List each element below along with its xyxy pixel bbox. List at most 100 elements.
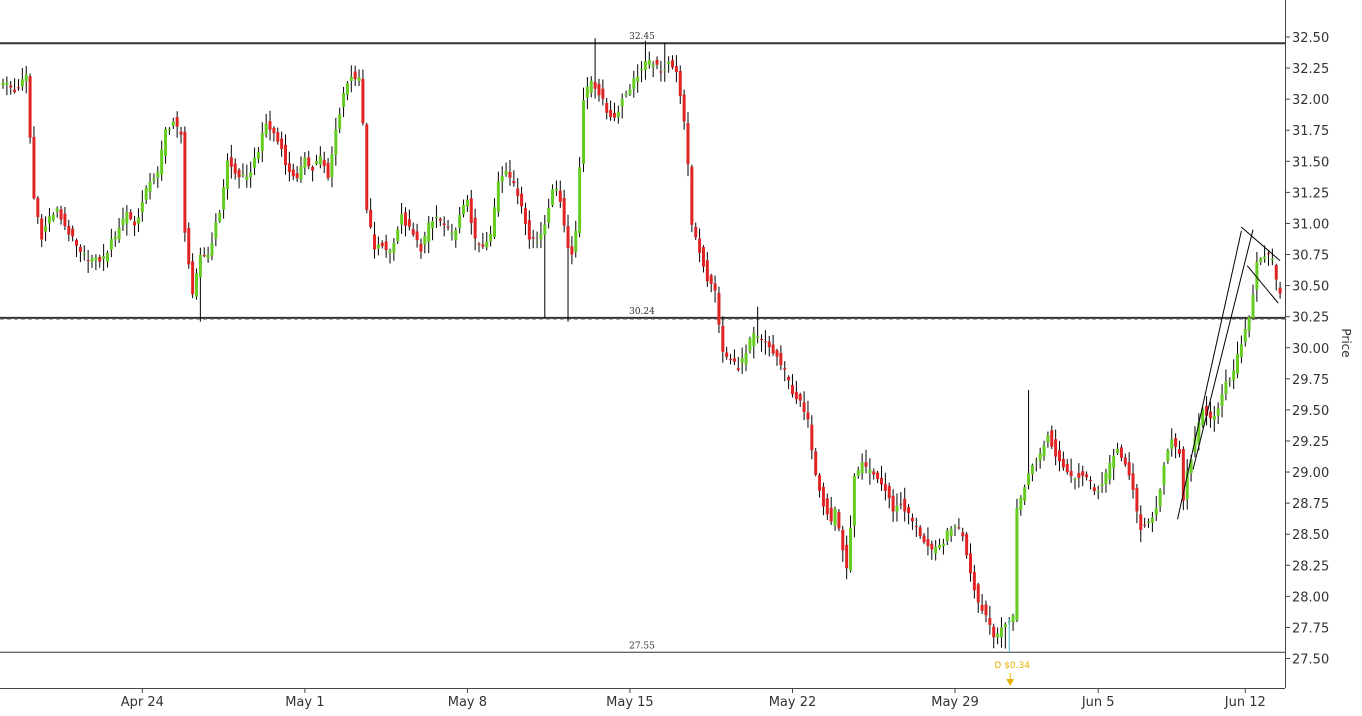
candle[interactable] [357, 69, 361, 87]
candle[interactable] [311, 165, 315, 182]
candle[interactable] [965, 531, 969, 559]
candle[interactable] [75, 238, 79, 257]
candle[interactable] [1208, 401, 1212, 428]
candle[interactable] [245, 164, 249, 188]
candle[interactable] [78, 244, 82, 263]
candle[interactable] [543, 214, 547, 318]
candle[interactable] [1158, 488, 1162, 512]
candle[interactable] [148, 173, 152, 200]
candle[interactable] [268, 110, 272, 141]
candle[interactable] [837, 509, 841, 532]
candle[interactable] [779, 345, 783, 371]
candle[interactable] [423, 231, 427, 254]
candle[interactable] [671, 55, 675, 70]
candle[interactable] [20, 67, 24, 91]
candle[interactable] [98, 254, 102, 268]
candle[interactable] [55, 206, 59, 218]
candle[interactable] [369, 198, 373, 229]
candle[interactable] [237, 168, 241, 189]
candle[interactable] [407, 209, 411, 231]
candle[interactable] [1232, 359, 1236, 390]
candle[interactable] [1220, 384, 1224, 418]
candle[interactable] [1143, 517, 1147, 528]
candle[interactable] [783, 361, 787, 382]
candle[interactable] [86, 249, 90, 273]
candle[interactable] [1139, 505, 1143, 543]
candle[interactable] [380, 240, 384, 249]
candle[interactable] [63, 206, 67, 231]
candle[interactable] [620, 93, 624, 119]
candle[interactable] [930, 540, 934, 560]
candle[interactable] [272, 126, 276, 142]
candle[interactable] [214, 213, 218, 247]
candle[interactable] [988, 605, 992, 635]
candle[interactable] [1108, 454, 1112, 485]
candle[interactable] [222, 179, 226, 219]
candle[interactable] [1263, 245, 1267, 263]
candle[interactable] [1096, 485, 1100, 500]
candle[interactable] [1228, 377, 1232, 387]
candle[interactable] [1131, 463, 1135, 499]
candle[interactable] [1, 78, 5, 89]
candle[interactable] [899, 492, 903, 510]
candle[interactable] [400, 202, 404, 234]
candle[interactable] [570, 236, 574, 265]
candle[interactable] [907, 504, 911, 525]
candle[interactable] [1274, 263, 1278, 291]
candle[interactable] [547, 198, 551, 229]
candle[interactable] [957, 518, 961, 530]
trendline[interactable] [1246, 265, 1279, 304]
candle[interactable] [330, 146, 334, 188]
candle[interactable] [992, 623, 996, 649]
candle[interactable] [140, 190, 144, 222]
candle[interactable] [16, 79, 20, 91]
candle[interactable] [438, 217, 442, 227]
candle[interactable] [349, 65, 353, 93]
candle[interactable] [1162, 461, 1166, 495]
candle[interactable] [249, 161, 253, 188]
candle[interactable] [1127, 452, 1131, 480]
candle[interactable] [1046, 431, 1050, 448]
candle[interactable] [427, 216, 431, 254]
candle[interactable] [133, 215, 137, 237]
candle[interactable] [597, 78, 601, 102]
candle[interactable] [473, 208, 477, 251]
candle[interactable] [1104, 468, 1108, 493]
candle[interactable] [446, 219, 450, 231]
candle[interactable] [318, 146, 322, 169]
candle[interactable] [717, 286, 721, 334]
candle[interactable] [218, 210, 222, 223]
candle[interactable] [431, 216, 435, 241]
candle[interactable] [384, 234, 388, 258]
candle[interactable] [736, 356, 740, 372]
candle[interactable] [1030, 463, 1034, 482]
candle[interactable] [616, 105, 620, 124]
candle[interactable] [856, 466, 860, 479]
candle[interactable] [90, 254, 94, 268]
candle[interactable] [1270, 248, 1274, 266]
candle[interactable] [1027, 390, 1031, 490]
candle[interactable] [667, 56, 671, 73]
candle[interactable] [934, 539, 938, 561]
candle[interactable] [202, 247, 206, 258]
candle[interactable] [535, 231, 539, 249]
candle[interactable] [527, 210, 531, 249]
candle[interactable] [9, 81, 13, 95]
candle[interactable] [814, 448, 818, 477]
candle[interactable] [1150, 511, 1154, 533]
candle[interactable] [183, 126, 187, 242]
candle[interactable] [388, 248, 392, 264]
candle[interactable] [396, 226, 400, 244]
candle[interactable] [806, 400, 810, 428]
candle[interactable] [810, 415, 814, 460]
candle[interactable] [373, 221, 377, 259]
candle[interactable] [701, 245, 705, 273]
candle[interactable] [233, 158, 237, 180]
candle[interactable] [1085, 471, 1089, 481]
candle[interactable] [961, 527, 965, 542]
candle[interactable] [206, 246, 210, 263]
candle[interactable] [512, 170, 516, 187]
candle[interactable] [879, 465, 883, 492]
candle[interactable] [849, 515, 853, 573]
candle[interactable] [1015, 498, 1019, 623]
